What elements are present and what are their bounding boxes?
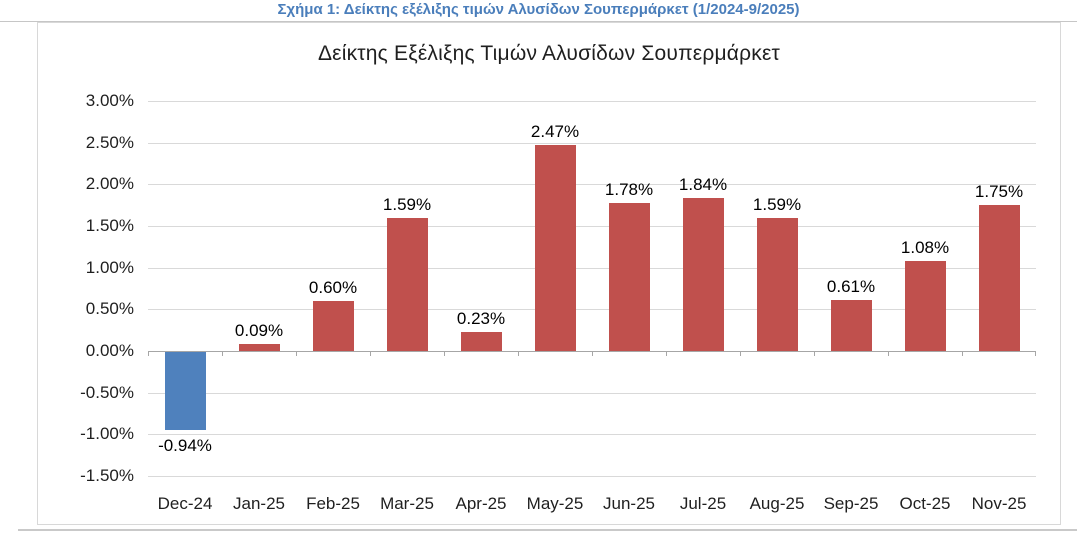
bottom-divider [18, 529, 1077, 531]
gridline [148, 184, 1036, 185]
bar-value-label: 0.23% [456, 309, 506, 328]
y-tick-label: 2.00% [85, 174, 134, 193]
axis-tick-mark [370, 351, 371, 356]
bar-value-label: 0.09% [234, 321, 284, 340]
axis-tick-mark [1035, 351, 1036, 356]
axis-tick-mark [740, 351, 741, 356]
gridline [148, 226, 1036, 227]
axis-tick-mark [222, 351, 223, 356]
y-tick-label: -1.00% [80, 424, 134, 443]
document-heading: Σχήμα 1: Δείκτης εξέλιξης τιμών Αλυσίδων… [277, 1, 800, 18]
bar-value-label: 1.75% [974, 182, 1024, 201]
gridline [148, 101, 1036, 102]
axis-tick-mark [296, 351, 297, 356]
gridline [148, 309, 1036, 310]
bar-value-label: -0.94% [158, 436, 212, 455]
axis-tick-mark [814, 351, 815, 356]
x-tick-label: Oct-25 [899, 494, 951, 513]
x-tick-label: Dec-24 [157, 494, 213, 513]
bar-Oct-25 [905, 261, 946, 351]
chart-frame: Δείκτης Εξέλιξης Τιμών Αλυσίδων Σουπερμά… [37, 22, 1061, 525]
x-tick-label: Sep-25 [823, 494, 879, 513]
axis-tick-mark [888, 351, 889, 356]
bar-Feb-25 [313, 301, 354, 351]
y-tick-label: 0.50% [85, 299, 134, 318]
plot-area: -0.94% 0.09% 0.60% 1.59% 0.23% 2.47% 1.78% 1.84… [148, 101, 1036, 477]
axis-tick-mark [592, 351, 593, 356]
axis-tick-mark [518, 351, 519, 356]
x-tick-label: Jun-25 [603, 494, 655, 513]
x-tick-label: Apr-25 [455, 494, 507, 513]
gridline [148, 476, 1036, 477]
bar-Aug-25 [757, 218, 798, 351]
y-tick-label: 1.00% [85, 258, 134, 277]
gridline [148, 268, 1036, 269]
y-tick-label: 1.50% [85, 216, 134, 235]
bar-Nov-25 [979, 205, 1020, 351]
bar-Mar-25 [387, 218, 428, 351]
bar-value-label: 1.59% [382, 195, 432, 214]
bar-value-label: 1.59% [752, 195, 802, 214]
y-axis-labels: 3.00% 2.50% 2.00% 1.50% 1.00% 0.50% 0.00% -0.50… [38, 91, 134, 485]
heading-divider [0, 21, 1077, 22]
x-axis-labels: Dec-24 Jan-25 Feb-25 Mar-25 Apr-25 May-25 Jun-… [148, 494, 1036, 516]
y-tick-label: 2.50% [85, 133, 134, 152]
x-tick-label: Feb-25 [306, 494, 360, 513]
y-tick-label: -0.50% [80, 383, 134, 402]
bar-value-label: 1.84% [678, 175, 728, 194]
bar-Apr-25 [461, 332, 502, 351]
bar-Dec-24 [165, 352, 206, 430]
gridline [148, 393, 1036, 394]
bar-value-label: 0.61% [826, 277, 876, 296]
gridline [148, 143, 1036, 144]
bar-Jun-25 [609, 203, 650, 351]
axis-tick-mark [666, 351, 667, 356]
x-tick-label: Jan-25 [233, 494, 285, 513]
bar-Jan-25 [239, 344, 280, 352]
x-tick-label: Jul-25 [679, 494, 727, 513]
bar-value-label: 0.60% [308, 278, 358, 297]
axis-tick-mark [148, 351, 149, 356]
gridline [148, 434, 1036, 435]
y-tick-label: -1.50% [80, 466, 134, 485]
bar-Sep-25 [831, 300, 872, 351]
axis-tick-mark [444, 351, 445, 356]
axis-tick-mark [962, 351, 963, 356]
x-tick-label: May-25 [526, 494, 584, 513]
x-tick-label: Aug-25 [749, 494, 805, 513]
x-tick-label: Nov-25 [971, 494, 1027, 513]
bar-value-label: 2.47% [530, 122, 580, 141]
y-tick-label: 3.00% [85, 91, 134, 110]
chart-title: Δείκτης Εξέλιξης Τιμών Αλυσίδων Σουπερμά… [317, 42, 781, 65]
bar-Jul-25 [683, 198, 724, 351]
bar-value-label: 1.78% [604, 180, 654, 199]
x-tick-label: Mar-25 [380, 494, 434, 513]
y-tick-label: 0.00% [85, 341, 134, 360]
bar-value-label: 1.08% [900, 238, 950, 257]
bar-May-25 [535, 145, 576, 351]
